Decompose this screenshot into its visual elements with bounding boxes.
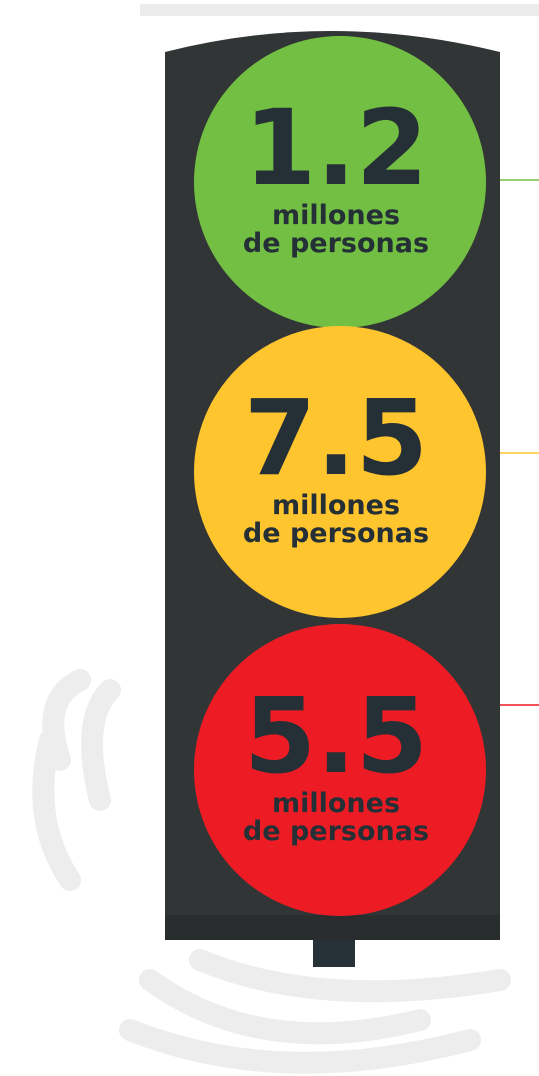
light [194, 326, 486, 618]
pole [313, 935, 355, 967]
light [194, 36, 486, 328]
light-unit: millones [272, 200, 400, 231]
watermark [32, 669, 511, 1074]
light-value: 7.5 [244, 377, 428, 499]
light-unit: millones [272, 788, 400, 819]
light-unit: de personas [243, 518, 429, 549]
light [194, 624, 486, 916]
light-unit: de personas [243, 816, 429, 847]
light-unit: millones [272, 490, 400, 521]
light-value: 1.2 [244, 87, 428, 209]
light-value: 5.5 [244, 675, 428, 797]
top-bar [140, 4, 539, 16]
light-unit: de personas [243, 228, 429, 259]
housing-base [165, 915, 500, 940]
